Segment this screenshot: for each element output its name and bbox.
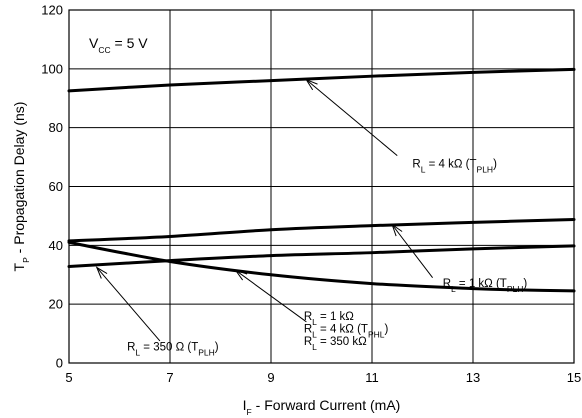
- y-tick-label: 40: [49, 238, 63, 253]
- annotation-texts: RL = 4 kΩ (TPLH) RL = 1 kΩ (TPLH) RL = 1 k…: [127, 158, 527, 357]
- annotation-arrows: [95, 78, 433, 342]
- annotation-text-a3: RL = 4 kΩ (TPHL): [304, 323, 389, 339]
- x-tick-label: 5: [65, 370, 72, 385]
- annotation-arrow-a2: [391, 224, 433, 278]
- x-tick-label: 9: [267, 370, 274, 385]
- annotation-arrowhead-a3: [234, 269, 248, 281]
- annotation-text-a1: RL = 4 kΩ (TPLH): [412, 158, 497, 174]
- y-tick-label: 20: [49, 297, 63, 312]
- annotation-arrow-a4: [96, 267, 161, 342]
- series-group: [67, 67, 576, 293]
- series-line-s4: [67, 240, 576, 293]
- series-line-s2: [67, 217, 576, 243]
- annotation-arrowhead-a4: [95, 266, 108, 279]
- annotation-arrowhead-a1: [305, 78, 318, 91]
- series-line-s3: [67, 244, 576, 269]
- x-tick-label: 11: [365, 370, 379, 385]
- annotation-text-a2: RL = 1 kΩ (TPLH): [443, 278, 528, 294]
- y-tick-label: 80: [49, 120, 63, 135]
- annotation-text-a3: RL = 1 kΩ: [304, 311, 354, 327]
- annotation-arrowhead-a2: [391, 223, 403, 237]
- annotation-text-a4: RL = 350 Ω (TPLH): [127, 341, 219, 357]
- y-tick-label: 100: [41, 61, 63, 76]
- annotation-arrow-a3: [235, 269, 307, 323]
- plot-frame: [68, 9, 575, 364]
- x-tick-label: 7: [166, 370, 173, 385]
- x-tick-label: 13: [466, 370, 480, 385]
- y-axis-label: TP - Propagation Delay (ns): [11, 102, 31, 272]
- x-axis-label: IF - Forward Current (mA): [243, 397, 401, 417]
- y-tick-label: 120: [41, 3, 63, 18]
- annotation-arrow-a1: [306, 79, 398, 156]
- annotation-text-a3: RL = 350 kΩ: [304, 336, 367, 352]
- y-tick-label: 0: [56, 356, 63, 371]
- vcc-condition-label: VCC = 5 V: [89, 35, 148, 55]
- tick-labels: 5 7 9 11 13 15 0 20 40 60 80 100 120: [41, 3, 581, 386]
- series-line-s1: [67, 67, 576, 93]
- y-tick-label: 60: [49, 179, 63, 194]
- x-tick-label: 15: [567, 370, 581, 385]
- axis-labels: IF - Forward Current (mA) TP - Propagatio…: [11, 35, 400, 417]
